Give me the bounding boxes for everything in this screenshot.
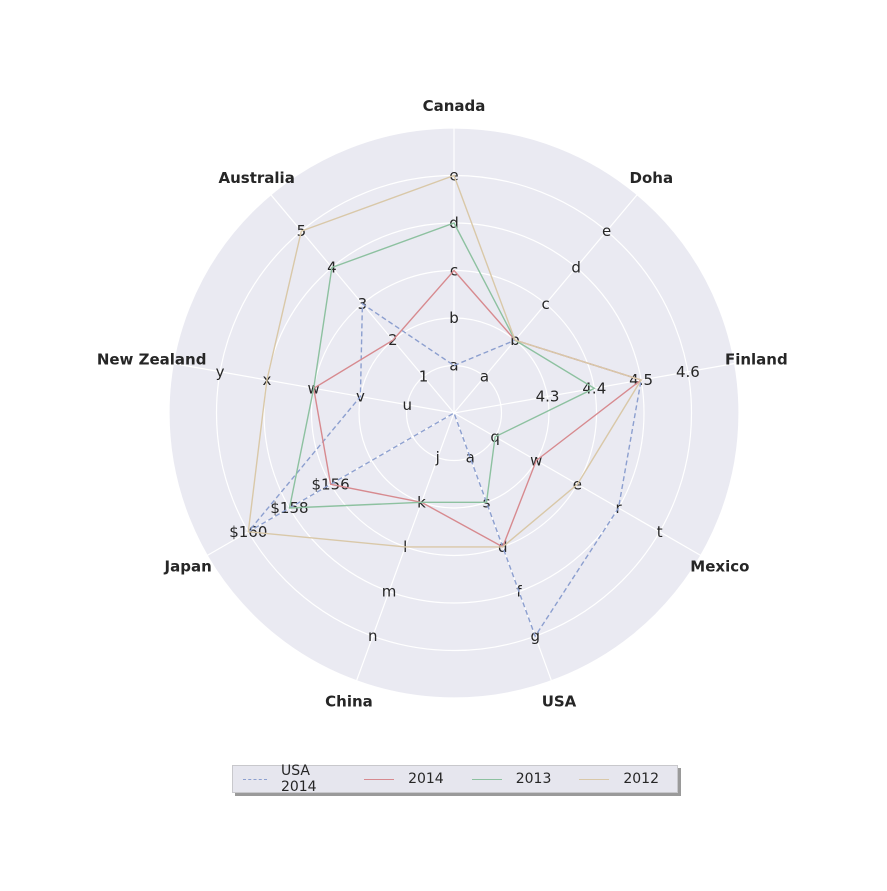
legend-item: 2012 — [579, 771, 659, 787]
series-line-2012 — [247, 174, 643, 548]
tick-label: t — [657, 523, 663, 541]
axis-title-mexico: Mexico — [690, 558, 749, 576]
legend-item: USA 2014 — [243, 763, 336, 795]
tick-label: y — [216, 363, 225, 381]
legend-label: 2013 — [515, 771, 552, 787]
legend-item: 2013 — [471, 771, 552, 787]
tick-label: d — [571, 258, 581, 276]
axis-title-china: China — [325, 692, 373, 710]
axis-title-canada: Canada — [423, 97, 486, 115]
legend-item: 2014 — [364, 771, 444, 787]
axis-title-japan: Japan — [164, 558, 212, 576]
legend-swatch — [364, 778, 395, 780]
legend-label: 2014 — [408, 771, 444, 787]
chart-legend: USA 2014 2014 2013 2012 — [232, 763, 678, 795]
tick-label: e — [602, 222, 611, 240]
tick-label: 4.6 — [676, 363, 700, 381]
axis-title-doha: Doha — [630, 169, 674, 187]
legend-swatch — [471, 778, 502, 780]
outer-ring — [168, 127, 740, 699]
axis-title-australia: Australia — [219, 169, 295, 187]
legend-label: 2012 — [623, 771, 659, 787]
series-line-2013 — [288, 222, 596, 509]
tick-label: a — [480, 368, 489, 386]
legend-swatch — [579, 778, 610, 780]
tick-label: u — [402, 396, 412, 414]
tick-label: m — [382, 583, 397, 601]
legend-swatch — [243, 778, 267, 780]
tick-label: b — [449, 309, 459, 327]
axis-title-finland: Finland — [725, 351, 788, 369]
tick-label: 4.3 — [536, 388, 560, 406]
tick-label: n — [368, 627, 378, 645]
axis-title-new-zealand: New Zealand — [97, 351, 207, 369]
axis-title-usa: USA — [542, 692, 577, 710]
tick-label: 1 — [419, 368, 429, 386]
tick-label: a — [466, 449, 475, 467]
tick-label: j — [435, 449, 440, 467]
legend-label: USA 2014 — [280, 763, 317, 795]
axis-spoke — [453, 194, 638, 414]
tick-label: c — [541, 295, 549, 313]
